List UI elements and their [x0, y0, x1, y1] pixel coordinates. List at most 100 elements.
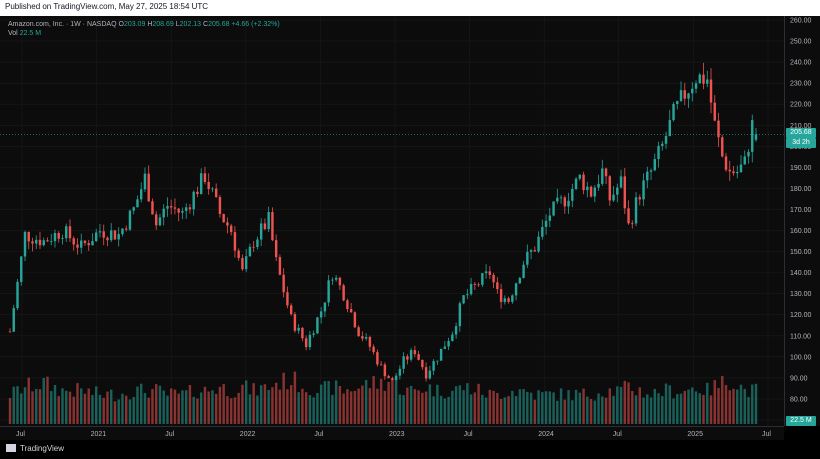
volume-badge: 22.5 M	[786, 416, 816, 426]
candle-body	[732, 171, 735, 174]
candle-body	[349, 309, 353, 313]
candle-body	[619, 176, 623, 188]
price-tick-label: 120.00	[790, 312, 812, 319]
volume-bar	[597, 393, 600, 424]
candle-body	[95, 232, 98, 242]
volume-bar	[638, 387, 642, 424]
volume-bar	[526, 391, 529, 424]
candle-body	[533, 250, 537, 252]
candle-body	[42, 240, 45, 246]
volume-bar	[668, 385, 671, 424]
volume-bar	[173, 389, 177, 424]
volume-bar	[301, 388, 304, 424]
volume-bar	[68, 391, 72, 424]
volume-bar	[511, 390, 514, 424]
candle-body	[61, 238, 64, 239]
footer: TradingView	[0, 440, 820, 459]
volume-bar	[278, 389, 282, 424]
candle-body	[646, 171, 649, 181]
volume-bar	[308, 395, 312, 424]
volume-bar	[184, 390, 188, 424]
candle-body	[514, 283, 518, 296]
candle-body	[181, 210, 184, 213]
volume-bar	[488, 389, 492, 424]
volume-bar	[233, 397, 237, 424]
candle-body	[113, 230, 117, 240]
candle-body	[27, 231, 30, 242]
volume-bar	[136, 386, 139, 424]
volume-bar	[376, 388, 379, 424]
candle-body	[747, 151, 750, 157]
volume-bar	[574, 389, 578, 424]
volume-bar	[259, 385, 263, 424]
volume-bar	[462, 390, 465, 424]
candle-body	[661, 143, 664, 146]
time-axis[interactable]	[0, 426, 784, 441]
candle-body	[214, 188, 218, 198]
candle-body	[188, 207, 192, 210]
volume-bar	[676, 394, 679, 424]
candle-body	[46, 240, 49, 242]
candle-body	[263, 223, 267, 230]
volume-bar	[50, 391, 53, 424]
volume-bar	[274, 382, 278, 424]
candle-body	[402, 356, 405, 369]
candle-body	[649, 170, 653, 172]
candle-body	[391, 378, 394, 381]
candle-body	[507, 298, 510, 302]
candle-body	[454, 326, 458, 335]
open-label: O	[118, 21, 124, 28]
candle-body	[638, 197, 642, 200]
price-tick-label: 210.00	[790, 123, 812, 130]
candle-body	[537, 236, 540, 252]
candle-body	[184, 207, 188, 211]
volume-bar	[361, 385, 364, 424]
candle-body	[196, 191, 199, 195]
candle-body	[244, 256, 248, 270]
legend-row-volume: Vol 22.5 M	[8, 29, 280, 38]
volume-bar	[627, 382, 630, 424]
tradingview-logo[interactable]: TradingView	[6, 444, 64, 453]
candle-body	[484, 271, 488, 274]
candle-body	[563, 197, 567, 207]
candle-body	[574, 178, 578, 189]
volume-bar	[754, 383, 758, 424]
candle-body	[274, 240, 278, 258]
volume-bar	[436, 384, 439, 424]
candle-body	[207, 181, 210, 189]
price-tick-label: 180.00	[790, 186, 812, 193]
volume-bar	[586, 396, 589, 424]
symbol-title: Amazon.com, Inc. · 1W · NASDAQ	[8, 21, 117, 28]
price-scale[interactable]	[784, 16, 820, 426]
candle-body	[743, 156, 746, 165]
volume-bar	[443, 398, 447, 424]
volume-bar	[53, 385, 57, 424]
candle-body	[346, 300, 349, 310]
candle-body	[571, 188, 574, 201]
candle-body	[687, 93, 690, 99]
volume-bar	[739, 384, 743, 424]
volume-bar	[751, 384, 754, 424]
volume-bar	[379, 378, 383, 424]
candle-body	[319, 311, 323, 318]
last-price-badge: 205.68	[786, 128, 816, 138]
candle-body	[657, 145, 660, 160]
volume-bar	[492, 390, 495, 424]
candle-body	[282, 274, 285, 293]
candle-body	[458, 303, 462, 327]
legend-row-title: Amazon.com, Inc. · 1W · NASDAQ O203.09 H…	[8, 20, 280, 29]
candle-body	[106, 237, 109, 241]
candle-body	[57, 233, 60, 239]
volume-bar	[646, 394, 649, 424]
time-tick-label: Jul	[464, 431, 473, 438]
brand-name: TradingView	[20, 444, 65, 453]
volume-bar	[222, 384, 225, 424]
candle-body	[87, 243, 90, 246]
volume-bar	[169, 388, 173, 424]
volume-bar	[349, 391, 353, 424]
candle-body	[259, 223, 263, 240]
volume-bar	[522, 389, 525, 424]
vol-label: Vol	[8, 30, 18, 37]
volume-bar	[297, 392, 300, 424]
